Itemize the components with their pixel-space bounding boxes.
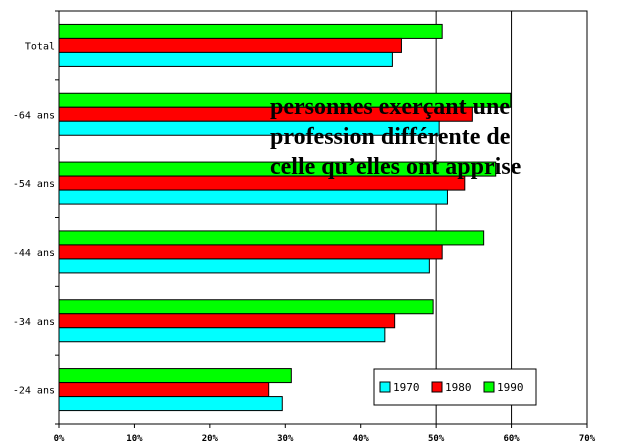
bar-1970-3 bbox=[58, 189, 448, 205]
x-tick-label: 0% bbox=[54, 434, 65, 444]
bar-1980-6 bbox=[58, 382, 270, 398]
y-tick-label: -34 ans bbox=[13, 317, 55, 328]
bar-1970-2 bbox=[58, 120, 440, 136]
y-tick-label: -44 ans bbox=[13, 248, 55, 259]
legend-label-1980: 1980 bbox=[445, 381, 472, 394]
bar-1970-1 bbox=[58, 51, 393, 67]
bar-1980-5 bbox=[58, 313, 396, 329]
annotation-line-1: personnes exerçant une bbox=[270, 94, 510, 120]
annotation-line-3: celle qu’elles ont apprise bbox=[270, 154, 522, 180]
bar-1970-5 bbox=[58, 327, 386, 343]
bar-1990-1 bbox=[58, 23, 443, 39]
x-tick-label: 40% bbox=[353, 434, 370, 444]
legend-swatch-1970 bbox=[379, 381, 391, 393]
legend-swatch-1990 bbox=[483, 381, 495, 393]
x-tick-label: 10% bbox=[126, 434, 143, 444]
legend-swatch-1980 bbox=[431, 381, 443, 393]
bar-1980-4 bbox=[58, 244, 443, 260]
chart-annotation: personnes exerçant une profession différ… bbox=[270, 92, 638, 182]
y-tick-label: -24 ans bbox=[13, 386, 55, 397]
x-tick-label: 60% bbox=[503, 434, 520, 444]
gridlines bbox=[435, 11, 513, 424]
bar-1990-5 bbox=[58, 299, 434, 315]
y-tick-label: Total bbox=[25, 41, 55, 52]
bar-1990-6 bbox=[58, 368, 292, 384]
y-tick-label: -54 ans bbox=[13, 179, 55, 190]
legend: 1970 1980 1990 bbox=[373, 368, 537, 406]
x-tick-label: 30% bbox=[277, 434, 294, 444]
legend-label-1990: 1990 bbox=[497, 381, 524, 394]
bar-1990-4 bbox=[58, 230, 485, 246]
bars bbox=[58, 23, 512, 412]
bar-1980-1 bbox=[58, 37, 402, 53]
bar-1970-6 bbox=[58, 396, 283, 412]
plot-area bbox=[58, 10, 588, 425]
legend-label-1970: 1970 bbox=[393, 381, 420, 394]
legend-box bbox=[373, 368, 537, 406]
x-tick-label: 20% bbox=[202, 434, 219, 444]
annotation-line-2: profession différente de bbox=[270, 124, 511, 150]
bar-1970-4 bbox=[58, 258, 430, 274]
y-axis: Total -64 ans -54 ans -44 ans -34 ans -24 ans bbox=[13, 10, 59, 425]
x-axis: 0% 10% 20% 30% 40% 50% 60% 70% bbox=[54, 424, 596, 444]
x-tick-label: 50% bbox=[428, 434, 445, 444]
x-tick-label: 70% bbox=[579, 434, 596, 444]
y-tick-label: -64 ans bbox=[13, 110, 55, 121]
